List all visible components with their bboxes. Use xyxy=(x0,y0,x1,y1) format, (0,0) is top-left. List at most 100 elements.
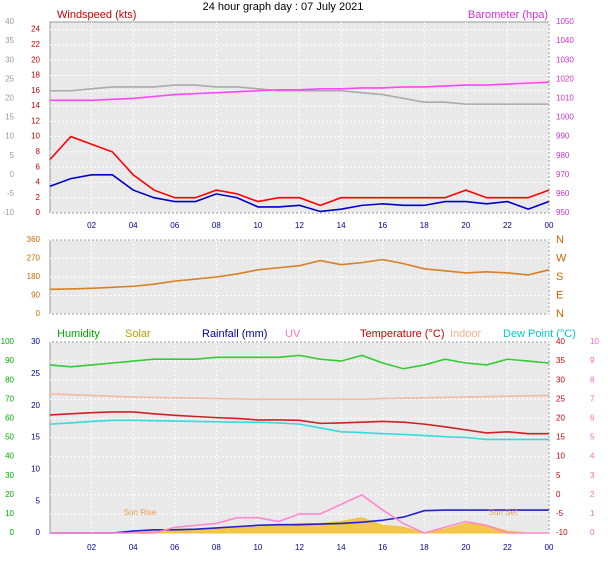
x-tick-label: 22 xyxy=(503,221,512,230)
y-tick-label: 30 xyxy=(31,337,40,346)
y-tick-label: 960 xyxy=(556,189,570,198)
x-tick-label: 18 xyxy=(420,543,429,552)
line xyxy=(49,135,550,207)
y-tick-label: 100 xyxy=(1,337,15,346)
y-tick-label: 5 xyxy=(556,471,561,480)
y-tick-label: 4 xyxy=(36,178,41,187)
y-tick-label: 12 xyxy=(31,116,40,125)
legend-label: UV xyxy=(285,328,301,340)
y-tick-label: 10 xyxy=(5,132,14,141)
legend-label: Humidity xyxy=(57,328,100,340)
x-tick-label: 12 xyxy=(295,221,304,230)
y-tick-label: 16 xyxy=(31,86,40,95)
y-tick-label: 50 xyxy=(5,433,14,442)
y-tick-label: 40 xyxy=(5,17,14,26)
y-tick-label: 15 xyxy=(31,433,40,442)
y-tick-label: 1040 xyxy=(556,36,574,45)
line xyxy=(50,493,549,534)
x-tick-label: 16 xyxy=(378,543,387,552)
y-tick-label: 90 xyxy=(5,356,14,365)
y-tick-label: 9 xyxy=(590,356,595,365)
y-tick-label: 0 xyxy=(36,309,41,318)
legend-label: Temperature (°C) xyxy=(360,328,444,340)
line xyxy=(49,393,550,401)
x-tick-label: 14 xyxy=(337,543,346,552)
x-tick-label: 00 xyxy=(545,543,554,552)
y-tick-label: 0 xyxy=(36,528,41,537)
y-tick-label: 0 xyxy=(556,490,561,499)
y-tick-label: 25 xyxy=(5,74,14,83)
legend-label: Windspeed (kts) xyxy=(57,9,136,21)
y-tick-label: 30 xyxy=(5,471,14,480)
y-tick-label: E xyxy=(556,289,563,301)
y-tick-label: 5 xyxy=(10,151,15,160)
annotation: Sun Set xyxy=(489,508,518,517)
y-tick-label: 8 xyxy=(36,147,41,156)
x-tick-label: 06 xyxy=(170,543,179,552)
y-tick-label: 10 xyxy=(31,132,40,141)
chart-title: 24 hour graph day : 07 July 2021 xyxy=(203,1,364,13)
y-tick-label: -10 xyxy=(556,528,568,537)
y-tick-label: 180 xyxy=(27,272,41,281)
y-tick-label: 30 xyxy=(556,375,565,384)
y-tick-label: 22 xyxy=(31,40,40,49)
y-tick-label: -5 xyxy=(556,509,564,518)
y-tick-label: 25 xyxy=(556,394,565,403)
x-tick-label: 20 xyxy=(461,543,470,552)
y-tick-label: 15 xyxy=(5,113,14,122)
y-tick-label: 30 xyxy=(5,55,14,64)
legend-label: Indoor xyxy=(450,328,482,340)
line xyxy=(49,174,550,213)
y-tick-label: 0 xyxy=(10,528,15,537)
x-tick-label: 06 xyxy=(170,221,179,230)
line xyxy=(49,258,550,291)
line xyxy=(49,411,549,435)
line xyxy=(50,81,550,102)
y-tick-label: 1010 xyxy=(556,94,574,103)
x-tick-label: 10 xyxy=(253,543,262,552)
y-tick-label: 15 xyxy=(556,433,565,442)
plot-background xyxy=(49,21,550,214)
x-tick-label: 10 xyxy=(253,221,262,230)
y-tick-label: 40 xyxy=(5,452,14,461)
y-tick-label: 1030 xyxy=(556,55,574,64)
y-tick-label: 970 xyxy=(556,170,570,179)
y-tick-label: 4 xyxy=(590,452,595,461)
y-tick-label: 6 xyxy=(590,414,595,423)
x-tick-label: 18 xyxy=(420,221,429,230)
legend-label: Rainfall (mm) xyxy=(202,328,267,340)
y-tick-label: 10 xyxy=(590,337,599,346)
x-tick-label: 02 xyxy=(87,543,96,552)
y-tick-label: 80 xyxy=(5,375,14,384)
y-tick-label: 24 xyxy=(31,25,40,34)
y-tick-label: 10 xyxy=(556,452,565,461)
y-tick-label: 0 xyxy=(36,208,41,217)
y-tick-label: 5 xyxy=(36,496,41,505)
y-tick-label: 60 xyxy=(5,414,14,423)
y-tick-label: -5 xyxy=(7,189,15,198)
legend-label: Dew Point (°C) xyxy=(503,328,576,340)
y-tick-label: 270 xyxy=(27,254,41,263)
x-tick-label: 12 xyxy=(295,543,304,552)
y-tick-label: 360 xyxy=(27,235,41,244)
y-tick-label: 0 xyxy=(10,170,15,179)
x-tick-label: 08 xyxy=(212,221,221,230)
y-tick-label: 980 xyxy=(556,151,570,160)
y-tick-label: -10 xyxy=(2,208,14,217)
y-tick-label: N xyxy=(556,234,564,246)
y-tick-label: 20 xyxy=(31,55,40,64)
y-tick-label: 5 xyxy=(590,433,595,442)
line xyxy=(49,419,549,441)
x-tick-label: 00 xyxy=(545,221,554,230)
y-tick-label: 20 xyxy=(31,401,40,410)
y-tick-label: 20 xyxy=(556,414,565,423)
line xyxy=(50,509,549,534)
y-tick-label: W xyxy=(556,252,567,264)
y-tick-label: 18 xyxy=(31,71,40,80)
y-tick-label: 2 xyxy=(36,193,41,202)
annotation: Sun Rise xyxy=(124,508,157,517)
y-tick-label: 0 xyxy=(590,528,595,537)
x-tick-label: 20 xyxy=(461,221,470,230)
legend-label: Solar xyxy=(125,328,151,340)
